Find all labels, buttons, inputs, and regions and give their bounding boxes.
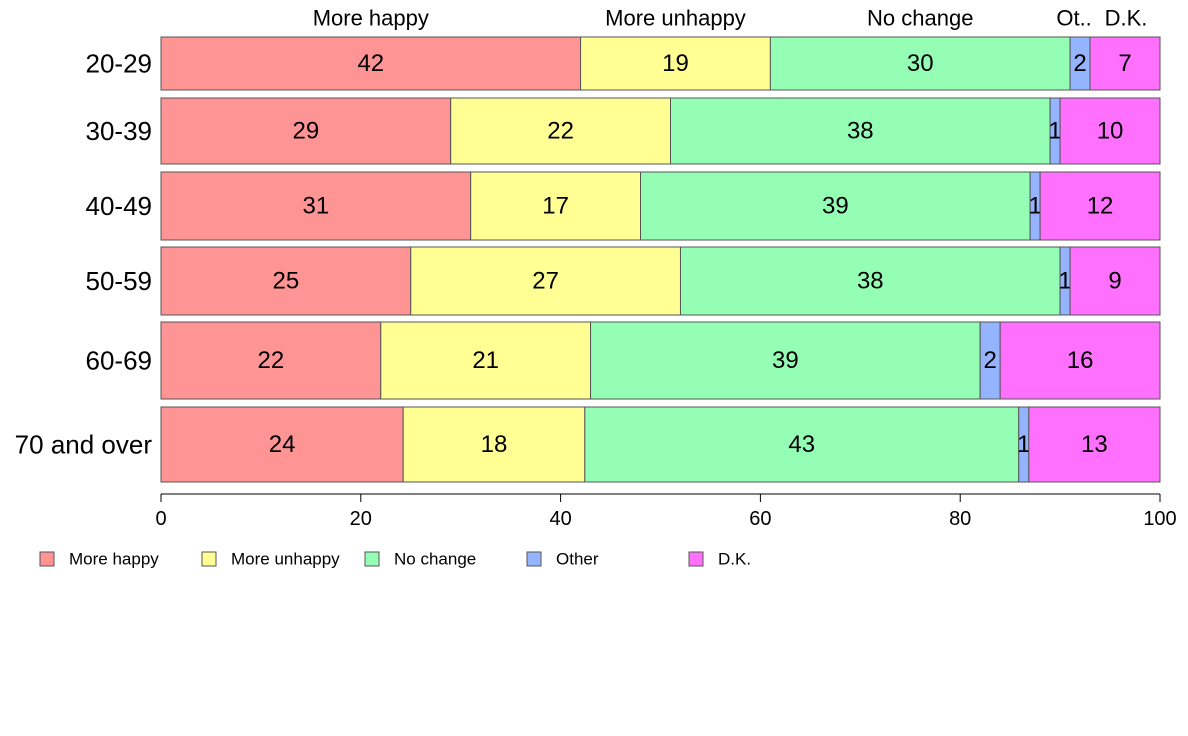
bar-segment — [410, 246, 681, 316]
bar-segment — [160, 406, 404, 483]
bar-segment — [584, 406, 1020, 483]
legend-label: More unhappy — [231, 550, 340, 569]
bar-segment — [160, 36, 582, 91]
top-series-label: D.K. — [1105, 6, 1148, 31]
value-label: 16 — [1067, 347, 1094, 374]
value-label: 1 — [1048, 118, 1061, 145]
bar-segment — [160, 171, 472, 241]
value-label: 43 — [788, 431, 815, 458]
value-label: 9 — [1108, 268, 1121, 295]
value-label: 21 — [472, 347, 499, 374]
value-label: 27 — [532, 268, 559, 295]
value-label: 38 — [857, 268, 884, 295]
category-label: 20-29 — [86, 49, 153, 79]
value-label: 25 — [273, 268, 300, 295]
value-label: 24 — [269, 431, 296, 458]
category-label: 60-69 — [86, 346, 153, 376]
bar-segment — [769, 36, 1071, 91]
bar-segment — [450, 97, 671, 165]
legend-swatch — [201, 551, 217, 567]
value-label: 22 — [547, 118, 574, 145]
value-label: 2 — [1073, 50, 1086, 77]
top-series-label: More unhappy — [605, 6, 746, 31]
bar-segment — [999, 321, 1161, 400]
x-tick-label: 40 — [549, 508, 571, 530]
x-tick-label: 100 — [1143, 508, 1176, 530]
value-label: 38 — [847, 118, 874, 145]
value-label: 39 — [822, 193, 849, 220]
bar-segment — [679, 246, 1061, 316]
value-label: 39 — [772, 347, 799, 374]
value-label: 31 — [302, 193, 329, 220]
value-label: 13 — [1081, 431, 1108, 458]
legend-label: Other — [556, 550, 599, 569]
value-label: 12 — [1087, 193, 1114, 220]
top-series-label: Ot.. — [1056, 6, 1091, 31]
bar-segment — [1059, 97, 1161, 165]
value-label: 22 — [258, 347, 285, 374]
bar-segment — [590, 321, 981, 400]
value-label: 1 — [1017, 431, 1030, 458]
value-label: 7 — [1118, 50, 1131, 77]
bar-segment — [160, 246, 412, 316]
legend-label: D.K. — [718, 550, 751, 569]
legend-swatch — [526, 551, 542, 567]
value-label: 29 — [293, 118, 320, 145]
bar-segment — [160, 321, 382, 400]
legend-label: More happy — [69, 550, 159, 569]
bar-segment — [1028, 406, 1161, 483]
category-label: 70 and over — [15, 430, 153, 460]
legend-swatch — [364, 551, 380, 567]
category-label: 30-39 — [86, 116, 153, 146]
bar-segment — [1089, 36, 1161, 91]
x-tick-label: 20 — [350, 508, 372, 530]
value-label: 1 — [1058, 268, 1071, 295]
category-label: 50-59 — [86, 266, 153, 296]
top-series-label: No change — [867, 6, 973, 31]
x-tick-label: 80 — [949, 508, 971, 530]
value-label: 19 — [662, 50, 689, 77]
top-series-label: More happy — [313, 6, 429, 31]
value-label: 18 — [481, 431, 508, 458]
category-label: 40-49 — [86, 191, 153, 221]
legend-label: No change — [394, 550, 476, 569]
value-label: 30 — [907, 50, 934, 77]
legend-swatch — [39, 551, 55, 567]
bar-segment — [580, 36, 771, 91]
bar-segment — [402, 406, 586, 483]
bar-segment — [640, 171, 1031, 241]
value-label: 17 — [542, 193, 569, 220]
legend-swatch — [688, 551, 704, 567]
bar-segment — [380, 321, 592, 400]
bar-segment — [470, 171, 642, 241]
x-tick-label: 0 — [155, 508, 166, 530]
value-label: 2 — [983, 347, 996, 374]
bar-segment — [1039, 171, 1161, 241]
bar-segment — [1069, 246, 1161, 316]
bar-segment — [160, 97, 452, 165]
x-tick-label: 60 — [749, 508, 771, 530]
value-label: 10 — [1097, 118, 1124, 145]
value-label: 1 — [1028, 193, 1041, 220]
bar-segment — [669, 97, 1051, 165]
value-label: 42 — [357, 50, 384, 77]
